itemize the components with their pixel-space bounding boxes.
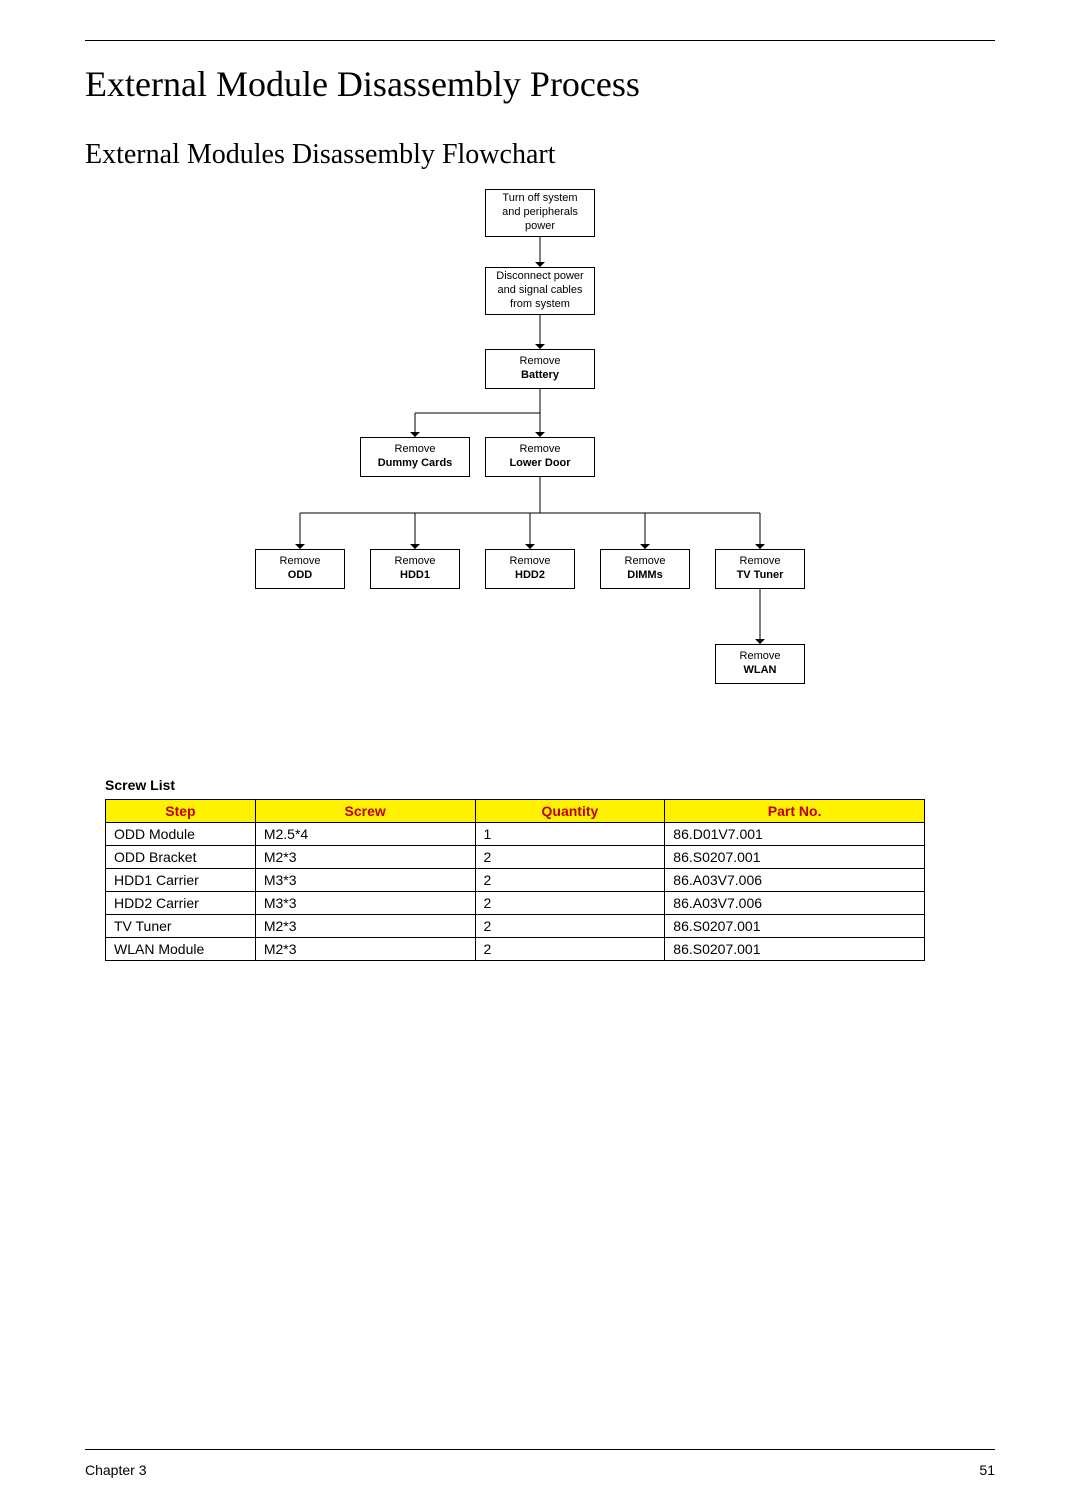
table-header: Part No. [665,800,925,823]
flow-node-r3: RemoveHDD2 [485,549,575,589]
table-header: Screw [255,800,475,823]
table-header: Quantity [475,800,665,823]
flow-node-n4: RemoveDummy Cards [360,437,470,477]
top-rule [85,40,995,41]
flow-node-n5: RemoveLower Door [485,437,595,477]
page: External Module Disassembly Process Exte… [0,0,1080,1512]
footer: Chapter 3 51 [85,1462,995,1478]
table-row: ODD ModuleM2.5*4186.D01V7.001 [106,823,925,846]
page-title: External Module Disassembly Process [85,63,995,105]
flow-node-r4: RemoveDIMMs [600,549,690,589]
table-row: HDD2 CarrierM3*3286.A03V7.006 [106,892,925,915]
flow-node-r5: RemoveTV Tuner [715,549,805,589]
flow-node-r2: RemoveHDD1 [370,549,460,589]
screw-list-title: Screw List [105,777,995,793]
table-row: WLAN ModuleM2*3286.S0207.001 [106,938,925,961]
flow-node-n3: RemoveBattery [485,349,595,389]
table-header: Step [106,800,256,823]
page-subtitle: External Modules Disassembly Flowchart [85,139,995,171]
screw-list-table: StepScrewQuantityPart No.ODD ModuleM2.5*… [105,799,925,961]
page-number: 51 [979,1462,995,1478]
flow-node-r6: RemoveWLAN [715,644,805,684]
table-row: ODD BracketM2*3286.S0207.001 [106,846,925,869]
flow-node-r1: RemoveODD [255,549,345,589]
flow-node-n2: Disconnect powerand signal cablesfrom sy… [485,267,595,315]
table-row: HDD1 CarrierM3*3286.A03V7.006 [106,869,925,892]
table-row: TV TunerM2*3286.S0207.001 [106,915,925,938]
flow-node-n1: Turn off systemand peripheralspower [485,189,595,237]
bottom-rule [85,1449,995,1450]
flowchart: Turn off systemand peripheralspower Disco… [160,189,920,749]
chapter-label: Chapter 3 [85,1462,146,1478]
